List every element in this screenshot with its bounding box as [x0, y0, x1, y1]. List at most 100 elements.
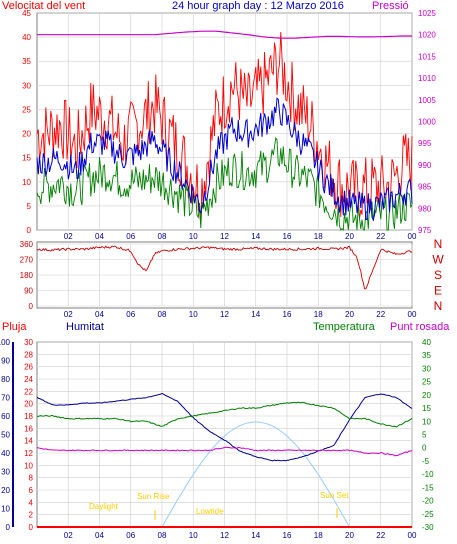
rain-tick-label: 20 — [24, 400, 33, 409]
temperature-tick-label: 0 — [422, 444, 427, 453]
wind-speed-tick-label: 20 — [22, 130, 31, 139]
wind-time-tick-label: 16 — [283, 232, 292, 241]
wind-speed-tick-label: 0 — [27, 226, 32, 235]
rain-tick-label: 16 — [24, 424, 33, 433]
pressure-tick-label: 1020 — [418, 31, 436, 40]
direction-time-tick-label: 12 — [220, 310, 229, 319]
climate-time-tick-label: 12 — [220, 531, 229, 540]
climate-time-tick-label: 22 — [376, 531, 385, 540]
direction-time-tick-label: 08 — [158, 310, 167, 319]
temperature-tick-label: 20 — [422, 391, 431, 400]
rain-tick-label: 2 — [29, 511, 34, 520]
rain-tick-label: 24 — [24, 375, 33, 384]
pressure-tick-label: 1005 — [418, 96, 436, 105]
direction-time-tick-label: 06 — [126, 310, 135, 319]
daylight-annotation: Daylight — [89, 502, 119, 511]
rain-tick-label: 4 — [29, 498, 34, 507]
direction-time-tick-label: 10 — [189, 310, 198, 319]
wind-time-tick-label: 18 — [314, 232, 323, 241]
wind-time-tick-label: 06 — [126, 232, 135, 241]
temperature-label: Temperatura — [313, 321, 376, 333]
rain-label: Pluja — [2, 321, 27, 333]
temperature-tick-label: -30 — [422, 523, 434, 532]
rain-tick-label: 6 — [29, 486, 34, 495]
climate-time-tick-label: 00 — [408, 531, 417, 540]
humidity-tick-label: 100 — [0, 338, 11, 347]
humidity-tick-label: 50 — [1, 431, 10, 440]
direction-degree-tick-label: 360 — [20, 240, 34, 249]
direction-time-tick-label: 00 — [408, 310, 417, 319]
wind-time-tick-label: 10 — [189, 232, 198, 241]
temperature-tick-label: 40 — [422, 338, 431, 347]
pressure-series — [37, 30, 412, 39]
wind-time-tick-label: 00 — [408, 232, 417, 241]
pressure-tick-label: 985 — [418, 183, 432, 192]
rain-tick-label: 8 — [29, 474, 34, 483]
wind-direction-series — [36, 245, 413, 290]
temperature-series — [36, 401, 413, 428]
humidity-tick-label: 40 — [1, 449, 10, 458]
humidity-label: Humitat — [66, 321, 104, 333]
direction-time-tick-label: 04 — [95, 310, 104, 319]
rain-tick-label: 12 — [24, 449, 33, 458]
direction-time-axis: 02 04 06 08 10 12 14 16 18 20 22 00 — [64, 310, 417, 319]
direction-time-tick-label: 14 — [251, 310, 260, 319]
temperature-tick-label: 30 — [422, 364, 431, 373]
wind-gust-series — [36, 31, 413, 225]
climate-time-tick-label: 06 — [126, 531, 135, 540]
climate-time-tick-label: 14 — [251, 531, 260, 540]
direction-degree-tick-label: 0 — [29, 302, 34, 311]
dewpoint-series — [36, 446, 413, 457]
temperature-tick-label: -10 — [422, 470, 434, 479]
rain-tick-label: 26 — [24, 363, 33, 372]
direction-degree-tick-label: 180 — [20, 271, 34, 280]
direction-compass-tick-label: N — [434, 237, 443, 251]
wind-time-tick-label: 08 — [158, 232, 167, 241]
temperature-tick-label: -20 — [422, 497, 434, 506]
wind-speed-tick-label: 30 — [22, 81, 31, 90]
sunset-annotation: Sun Set — [320, 491, 349, 500]
direction-degrees-axis: 360 270 180 90 0 — [20, 240, 34, 311]
humidity-axis: 0 10 20 30 40 50 60 70 80 90 100 — [0, 338, 11, 532]
wind-time-tick-label: 12 — [220, 232, 229, 241]
direction-time-tick-label: 02 — [64, 310, 73, 319]
direction-compass-tick-label: E — [434, 284, 442, 298]
climate-time-tick-label: 18 — [314, 531, 323, 540]
pressure-tick-label: 1010 — [418, 74, 436, 83]
humidity-tick-label: 30 — [1, 468, 10, 477]
humidity-tick-label: 70 — [1, 394, 10, 403]
rain-tick-label: 22 — [24, 387, 33, 396]
sunrise-annotation: Sun Rise — [137, 492, 170, 501]
temperature-tick-label: 35 — [422, 351, 431, 360]
temperature-tick-label: -15 — [422, 483, 434, 492]
pressure-tick-label: 995 — [418, 139, 432, 148]
pressure-tick-label: 980 — [418, 204, 432, 213]
direction-compass-tick-label: N — [434, 299, 443, 313]
sun-elevation-curve — [161, 421, 350, 528]
wind-avg-series — [36, 136, 413, 232]
wind-time-tick-label: 02 — [64, 232, 73, 241]
humidity-tick-label: 90 — [1, 357, 10, 366]
pressure-tick-label: 990 — [418, 161, 432, 170]
climate-series-group — [36, 392, 413, 528]
wind-speed-tick-label: 15 — [22, 154, 31, 163]
pressure-tick-label: 1025 — [418, 9, 436, 18]
dewpoint-label: Punt rosada — [390, 321, 450, 333]
direction-compass-tick-label: W — [432, 253, 444, 267]
humidity-tick-label: 60 — [1, 412, 10, 421]
climate-time-tick-label: 08 — [158, 531, 167, 540]
direction-degree-tick-label: 90 — [24, 287, 33, 296]
direction-time-tick-label: 16 — [283, 310, 292, 319]
temperature-tick-label: -25 — [422, 510, 434, 519]
wind-mean-series — [36, 97, 413, 222]
temperature-tick-label: -5 — [422, 457, 430, 466]
wind-gridlines — [37, 12, 413, 231]
climate-time-tick-label: 10 — [189, 531, 198, 540]
lowtide-annotation: Lowtide — [196, 507, 224, 516]
direction-degree-tick-label: 270 — [20, 256, 34, 265]
rain-tick-label: 0 — [29, 523, 34, 532]
wind-time-tick-label: 22 — [376, 232, 385, 241]
